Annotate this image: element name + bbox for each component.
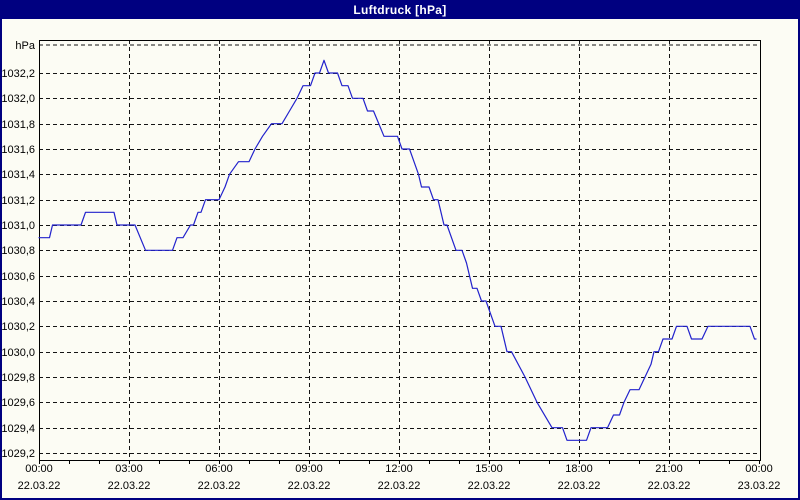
chart-area: hPa 1032,2 1032,0 1031,8 1031,6 1031,4 1031,2 1… [2,19,798,498]
y-tick-label: 1030,4 [2,296,35,308]
y-tick-label: 1030,6 [2,271,35,283]
x-tick-time-label: 00:00 [745,463,773,475]
x-tick-time-label: 09:00 [295,463,323,475]
y-tick-label: 1030,8 [2,245,35,257]
y-tick-label: 1029,2 [2,448,35,460]
x-tick-date-label: 22.03.22 [558,480,601,492]
y-tick-label: 1029,6 [2,397,35,409]
y-tick-label: 1029,8 [2,372,35,384]
x-tick-date-label: 22.03.22 [18,480,61,492]
x-tick-time-label: 12:00 [385,463,413,475]
y-tick-label: 1030,2 [2,321,35,333]
x-tick-date-label: 22.03.22 [648,480,691,492]
x-tick-date-label: 22.03.22 [198,480,241,492]
x-tick-date-label: 22.03.22 [288,480,331,492]
x-tick-time-label: 03:00 [115,463,143,475]
y-tick-label: 1032,0 [2,93,35,105]
x-tick-time-label: 21:00 [655,463,683,475]
y-tick-label: 1032,2 [2,68,35,80]
window-title: Luftdruck [hPa] [353,3,447,17]
x-tick-time-label: 06:00 [205,463,233,475]
y-axis-labels: hPa 1032,2 1032,0 1031,8 1031,6 1031,4 1031,2 1… [2,40,36,460]
y-tick-label: 1031,4 [2,169,35,181]
x-tick-date-label: 22.03.22 [468,480,511,492]
x-tick-date-label: 22.03.22 [108,480,151,492]
x-minor-ticks [39,460,760,464]
y-axis-unit-label: hPa [15,40,35,52]
y-tick-label: 1031,2 [2,195,35,207]
y-tick-label: 1031,6 [2,144,35,156]
window-titlebar: Luftdruck [hPa] [2,2,798,19]
x-tick-date-label: 22.03.22 [378,480,421,492]
x-axis-labels: 00:00 22.03.22 03:00 22.03.22 06:00 22.03.22 0… [18,463,781,492]
x-tick-time-label: 00:00 [25,463,53,475]
y-tick-label: 1031,0 [2,220,35,232]
pressure-line-chart: hPa 1032,2 1032,0 1031,8 1031,6 1031,4 1031,2 1… [2,40,781,492]
x-tick-time-label: 18:00 [565,463,593,475]
series-line-luftdruck [38,59,757,441]
x-tick-time-label: 15:00 [475,463,503,475]
y-tick-label: 1031,8 [2,119,35,131]
x-tick-date-label: 23.03.22 [738,480,781,492]
y-tick-label: 1030,0 [2,347,35,359]
x-gridlines [129,40,670,460]
y-tick-label: 1029,4 [2,423,35,435]
